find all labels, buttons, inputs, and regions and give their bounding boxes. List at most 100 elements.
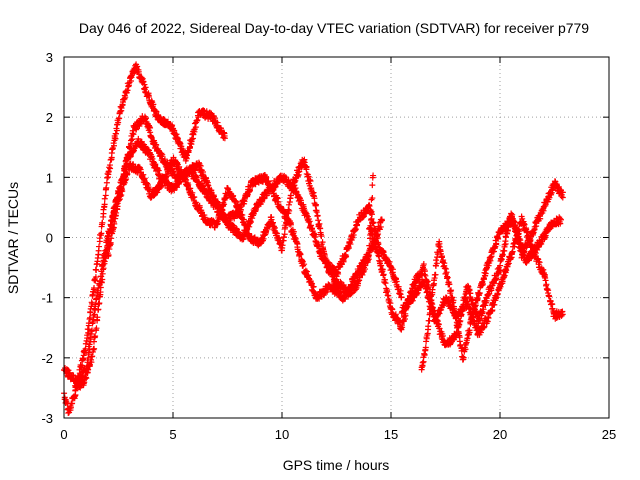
y-axis-label: SDTVAR / TECUs xyxy=(5,182,21,294)
chart-title: Day 046 of 2022, Sidereal Day-to-day VTE… xyxy=(79,20,589,36)
data-point xyxy=(369,211,376,218)
data-point xyxy=(527,238,534,245)
data-point xyxy=(101,201,108,208)
data-point xyxy=(95,306,102,313)
data-point xyxy=(97,277,104,284)
data-point xyxy=(141,175,148,182)
data-point xyxy=(106,242,113,249)
data-point xyxy=(119,188,126,195)
data-point xyxy=(273,230,280,237)
data-point xyxy=(420,278,427,285)
data-point xyxy=(80,356,87,363)
data-point xyxy=(108,235,115,242)
data-point xyxy=(233,226,240,233)
data-point xyxy=(438,254,445,261)
data-point xyxy=(123,176,130,183)
data-point xyxy=(453,319,460,326)
data-point xyxy=(360,269,367,276)
data-point xyxy=(221,132,228,139)
data-point xyxy=(350,231,357,238)
data-point xyxy=(118,105,125,112)
data-point xyxy=(519,243,526,250)
y-tick-label: -3 xyxy=(41,411,53,426)
data-point xyxy=(247,219,254,226)
data-point xyxy=(303,164,310,171)
data-point xyxy=(244,226,251,233)
data-point xyxy=(516,235,523,242)
data-point xyxy=(95,243,102,250)
data-point xyxy=(370,172,377,179)
data-point xyxy=(538,240,545,247)
data-point xyxy=(285,201,292,208)
data-point xyxy=(93,267,100,274)
data-point xyxy=(319,239,326,246)
x-tick-label: 20 xyxy=(493,427,507,442)
data-point xyxy=(69,400,76,407)
data-point xyxy=(392,275,399,282)
data-point xyxy=(466,327,473,334)
data-point xyxy=(268,216,275,223)
data-point xyxy=(524,228,531,235)
y-tick-label: -2 xyxy=(41,351,53,366)
data-point xyxy=(93,295,100,302)
data-point xyxy=(110,142,117,149)
data-point xyxy=(191,194,198,201)
data-point xyxy=(260,235,267,242)
data-point xyxy=(465,301,472,308)
data-point xyxy=(489,307,496,314)
data-point xyxy=(91,277,98,284)
y-tick-label: 1 xyxy=(46,170,53,185)
data-point xyxy=(557,216,564,223)
data-point xyxy=(98,230,105,237)
data-point xyxy=(493,275,500,282)
data-point xyxy=(111,220,118,227)
data-point xyxy=(421,352,428,359)
x-tick-label: 10 xyxy=(275,427,289,442)
data-point xyxy=(476,289,483,296)
data-point xyxy=(433,257,440,264)
data-point xyxy=(287,221,294,228)
data-point xyxy=(450,303,457,310)
data-point xyxy=(457,317,464,324)
data-point xyxy=(520,244,527,251)
data-point xyxy=(302,267,309,274)
data-markers xyxy=(61,61,566,417)
data-point xyxy=(146,123,153,130)
data-point xyxy=(382,279,389,286)
data-point xyxy=(481,323,488,330)
data-point xyxy=(84,335,91,342)
data-point xyxy=(454,323,461,330)
data-point xyxy=(377,223,384,230)
data-point xyxy=(297,250,304,257)
data-point xyxy=(430,282,437,289)
data-point xyxy=(433,317,440,324)
data-point xyxy=(419,359,426,366)
data-point xyxy=(472,302,479,309)
data-point xyxy=(425,323,432,330)
data-point xyxy=(444,274,451,281)
data-point xyxy=(306,218,313,225)
data-point xyxy=(429,286,436,293)
data-point xyxy=(310,230,317,237)
data-point xyxy=(105,251,112,258)
data-point xyxy=(284,215,291,222)
data-point xyxy=(160,115,167,122)
data-point xyxy=(253,206,259,213)
data-point xyxy=(90,316,97,323)
data-point xyxy=(129,136,136,143)
data-point xyxy=(98,273,105,280)
data-point xyxy=(420,261,427,268)
data-point xyxy=(310,192,317,199)
data-point xyxy=(379,266,386,273)
data-point xyxy=(101,195,108,202)
data-point xyxy=(439,332,446,339)
data-point xyxy=(399,324,406,331)
data-point xyxy=(453,315,460,322)
data-point xyxy=(169,122,176,129)
data-point xyxy=(301,261,308,268)
grid-layer xyxy=(64,57,609,418)
data-point xyxy=(102,192,109,199)
data-point xyxy=(461,293,468,300)
data-point xyxy=(398,294,405,301)
data-point xyxy=(502,234,509,241)
